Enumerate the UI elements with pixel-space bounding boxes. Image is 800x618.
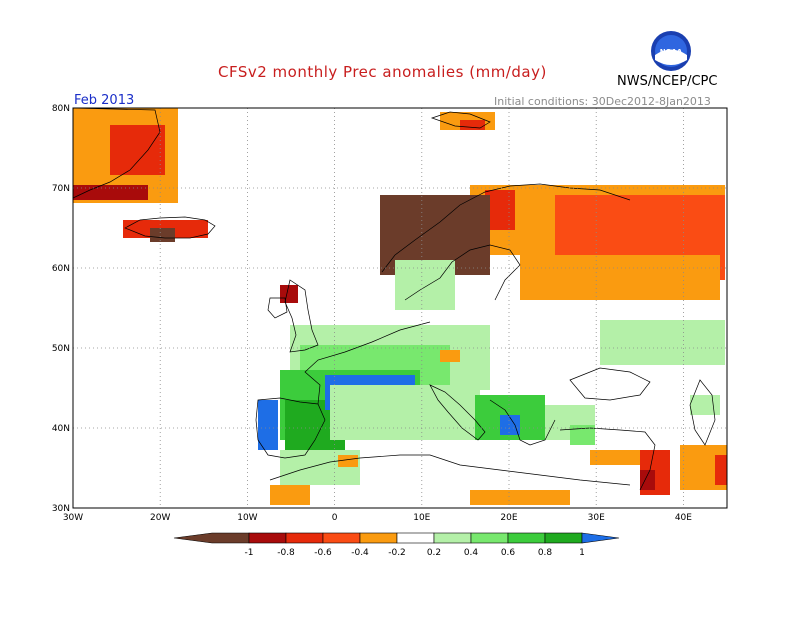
legend-swatch [248,532,287,544]
anomaly-cell-red [460,120,485,130]
legend-label: -0.4 [351,548,369,558]
graticule [73,108,727,508]
lon-tick-label: 30E [588,513,605,523]
lon-tick-label: 10W [237,513,257,523]
anomaly-cell-red [715,455,727,485]
legend-label: -1 [245,548,254,558]
anomaly-cell-green1 [570,425,595,445]
noaa-logo-icon: NOAA [651,31,691,71]
anomaly-cell-orange [270,485,310,505]
lat-tick-label: 60N [52,264,70,274]
map-frame [72,107,728,509]
anomaly-cell-orange [520,255,720,300]
lon-tick-label: 20W [150,513,170,523]
legend-label: -0.8 [277,548,295,558]
legend-label: 0.6 [501,548,516,558]
anomaly-cell-dark-red [640,470,655,490]
legend-swatch [433,532,472,544]
legend-label: 0.2 [427,548,441,558]
legend-label: -0.2 [388,548,406,558]
lon-tick-label: 0 [332,513,338,523]
anomaly-cell-light-green [395,260,455,310]
anomaly-cell-blue [258,400,278,450]
coastlines [72,107,716,491]
legend-swatch [470,532,509,544]
lat-tick-label: 80N [52,104,70,114]
forecast-month: Feb 2013 [74,93,135,108]
lon-tick-label: 10E [413,513,430,523]
anomaly-cell-light-green [330,385,480,440]
anomaly-cell-dark-red [73,185,148,200]
organization-label: NWS/NCEP/CPC [617,74,718,89]
anomaly-cell-red [110,125,165,175]
legend-swatch [581,532,620,544]
lat-tick-label: 70N [52,184,70,194]
anomaly-cell-orange [338,455,358,467]
legend-label: -0.6 [314,548,332,558]
anomaly-cell-light-green [690,395,720,415]
legend-swatch [544,532,583,544]
anomaly-cell-orange [440,350,460,362]
axis-labels: 30W 20W 10W 0 10E 20E 30E 40E 30N 40N 50N 60N 70N 80N [52,104,692,523]
anomaly-cells [73,108,727,505]
anomaly-cell-orange [470,490,570,505]
color-legend: -1 -0.8 -0.6 -0.4 -0.2 0.2 0.4 0.6 0.8 1 [173,532,620,558]
lon-tick-label: 30W [63,513,83,523]
anomaly-cell-dark-brown [150,228,175,242]
svg-text:NOAA: NOAA [660,48,683,56]
lon-tick-label: 20E [500,513,517,523]
legend-swatch [396,532,435,544]
initial-conditions: Initial conditions: 30Dec2012-8Jan2013 [494,95,711,108]
legend-label: 0.4 [464,548,479,558]
lat-tick-label: 50N [52,344,70,354]
legend-swatch [173,532,250,544]
anomaly-cell-blue [500,415,520,435]
legend-label: 0.8 [538,548,553,558]
anomaly-cell-light-green [600,320,725,365]
legend-swatch [359,532,398,544]
legend-label: 1 [579,548,585,558]
legend-swatch [322,532,361,544]
map-title: CFSv2 monthly Prec anomalies (mm/day) [218,63,547,81]
anomaly-cell-dark-red [280,285,298,303]
lat-tick-label: 30N [52,504,70,514]
anomaly-cell-orange [590,450,640,465]
lon-tick-label: 40E [675,513,692,523]
legend-swatch [285,532,324,544]
lat-tick-label: 40N [52,424,70,434]
legend-swatch [507,532,546,544]
